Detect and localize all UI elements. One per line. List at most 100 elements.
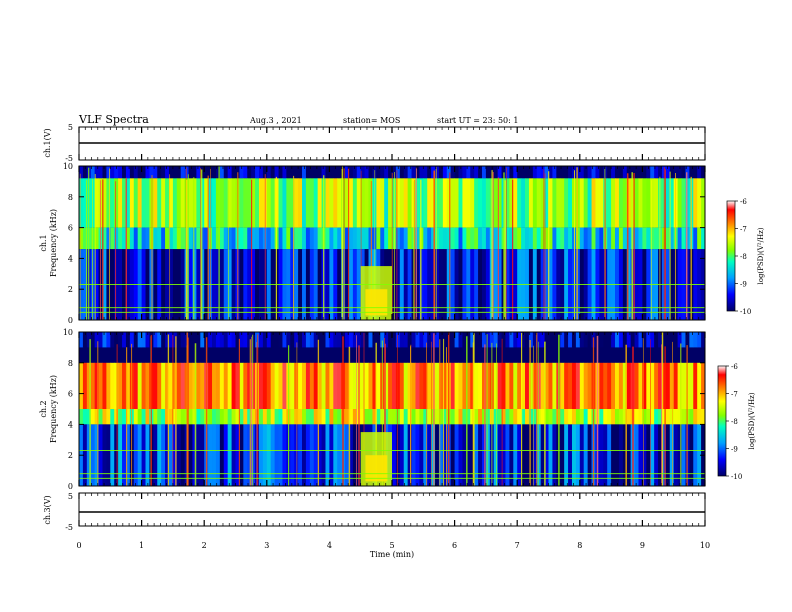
ch1-spectrogram-band-cell [239,178,244,228]
ch1-spectrogram-band-cell [435,166,440,179]
ch2-spectrogram-band-cell [458,409,463,425]
ch1-spectrogram-band-cell [204,227,209,250]
ch1-spectrogram-band-cell [282,178,287,228]
ch1-spectrogram-band-cell [313,178,319,228]
ch1-spectrogram-band-cell [122,178,127,228]
ch2-spectrogram-band-cell [157,362,162,409]
ch1-spectrogram-band-cell [317,166,322,179]
ch1-spectrogram-band-cell [309,166,315,179]
ch1-spectrogram-band-cell [646,227,651,250]
ch2-spectrogram-band-cell [646,362,651,409]
ch2-spectrogram-band-cell [200,409,205,425]
ch2-spectrogram-band-cell [180,409,186,425]
ch1-spectrogram-band-cell [466,227,471,250]
ch2-spectrogram-band-cell [98,332,103,348]
time-axis-ticklabels: 0 1 2 3 4 5 6 7 8 9 10 [76,541,710,550]
ch2-spectrogram-band-cell [395,362,401,409]
ch1-spectrogram-band-cell [223,227,229,250]
ch1-spectrogram-band-cell [583,166,589,179]
ch2-spectrogram-band-cell [407,332,412,348]
ch2-spectrogram-band-cell [114,424,119,486]
ch2-spectrogram-band-cell [212,409,217,425]
ch2-spectrogram-band-cell [481,332,487,348]
ch1-spectrogram-band-cell [669,227,675,250]
ch2-spectrogram-band-cell [309,409,315,425]
ch2-spectrogram-band-cell [157,424,162,486]
ch2-spectrogram-band-cell [442,424,448,486]
ch2-spectrogram-band-cell [305,332,311,348]
ch1-spectrogram-band-cell [665,227,671,250]
ch1-spectrogram-band-cell [302,178,307,228]
ch1-spectrogram-band-cell [462,178,467,228]
ch2-spectrogram-band-cell [587,424,592,486]
ch2-spectrogram-band-cell [348,362,354,409]
ch1-spectrogram-band-cell [693,178,698,228]
ch1-spectrogram-band-cell [568,227,573,250]
ch1-spectrogram-band-cell [102,227,107,250]
ch1-spectrogram-band-cell [474,227,479,250]
ch2-spectrogram-band-cell [118,409,123,425]
ch1-spectrogram-band-cell [184,166,189,179]
ch2-spectrogram-band-cell [208,409,213,425]
ch1-spectrogram-band-cell [395,166,401,179]
ch2-spectrogram-band-cell [493,362,499,409]
ch1-ytick-label: 10 [63,162,73,171]
ch2-spectrogram-band-cell [407,409,412,425]
ch2-spectrogram-band-cell [114,362,119,409]
ch2-spectrogram-band-cell [270,332,276,348]
ch2-spectrogram-band-cell [493,332,499,348]
ch2-spectrogram-band-cell [133,362,139,409]
ch2-spectrogram-band-cell [462,409,467,425]
ch2-spectrogram-band-cell [505,332,510,348]
ch2-spectrogram-band-cell [196,332,201,348]
ch2-spectrogram-band-cell [438,409,444,425]
ch1-spectrogram-band-cell [79,166,84,179]
ch1-spectrogram-band-cell [380,178,385,228]
ch1-spectrogram-band-cell [321,166,326,179]
ch1-spectrogram-band-cell [493,166,499,179]
ch1-spectrogram-band-cell [145,178,150,228]
ch1-spectrogram-xticks [78,166,706,320]
ch1-spectrogram-band-cell [579,166,585,179]
ch2-spectrogram-band-cell [607,409,612,425]
ch2-spectrogram-band-cell [638,424,643,486]
ch1-spectrogram-band-cell [384,178,389,228]
ch1-spectrogram-band-cell [485,227,491,250]
ch1-spectrogram-band-cell [673,166,679,179]
ch2-spectrogram-band-cell [427,332,432,348]
ch2-spectrogram-band-cell [560,362,565,409]
ch2-spectrogram-band-cell [317,424,322,486]
ch2-spectrogram-band-cell [165,332,170,348]
ch2-spectrogram-band-cell [517,409,522,425]
ch2-spectrogram-band-cell [454,424,459,486]
ch1-spectrogram-band-cell [79,178,84,228]
ch1-spectrogram-band-cell [521,178,526,228]
ch2-spectrogram-band-cell [693,362,698,409]
ch1-spectrogram-band-cell [458,227,463,250]
ch2-spectrogram-image [79,332,706,486]
ch2-spectrogram-band-cell [528,362,534,409]
ch1-spectrogram-band-cell [172,227,178,250]
ch1-spectrogram-band-cell [157,178,162,228]
ch1-spectrogram-band-cell [442,166,448,179]
ch1-spectrogram-band-cell [133,227,139,250]
ch2-spectrogram-band-cell [321,332,326,348]
ch1-spectrogram-band-cell [493,178,499,228]
ch2-spectrogram-band-cell [548,409,553,425]
ch2-spectrogram-band-cell [294,332,299,348]
ch2-spectrogram-band-cell [262,424,268,486]
ch1-spectrogram-band-cell [591,178,596,228]
ch1-spectrogram-band-cell [540,178,545,228]
ch2-spectrogram-band-cell [392,332,397,348]
ch1-ytick-label: 6 [68,224,73,233]
ch2-spectrogram-band-cell [161,362,166,409]
ch2-spectrogram-band-cell [321,409,326,425]
ch2-spectrogram-band-cell [352,424,358,486]
ch2-spectrogram-band-cell [348,409,354,425]
ch2-spectrogram-band-cell [90,362,96,409]
ch1-spectrogram-band-cell [274,166,279,179]
ch2-spectrogram-band-cell [458,424,463,486]
ch1-spectrogram-band-cell [505,178,510,228]
ch2-spectrogram-band-cell [407,362,412,409]
ch1-spectrogram-band-cell [525,227,530,250]
